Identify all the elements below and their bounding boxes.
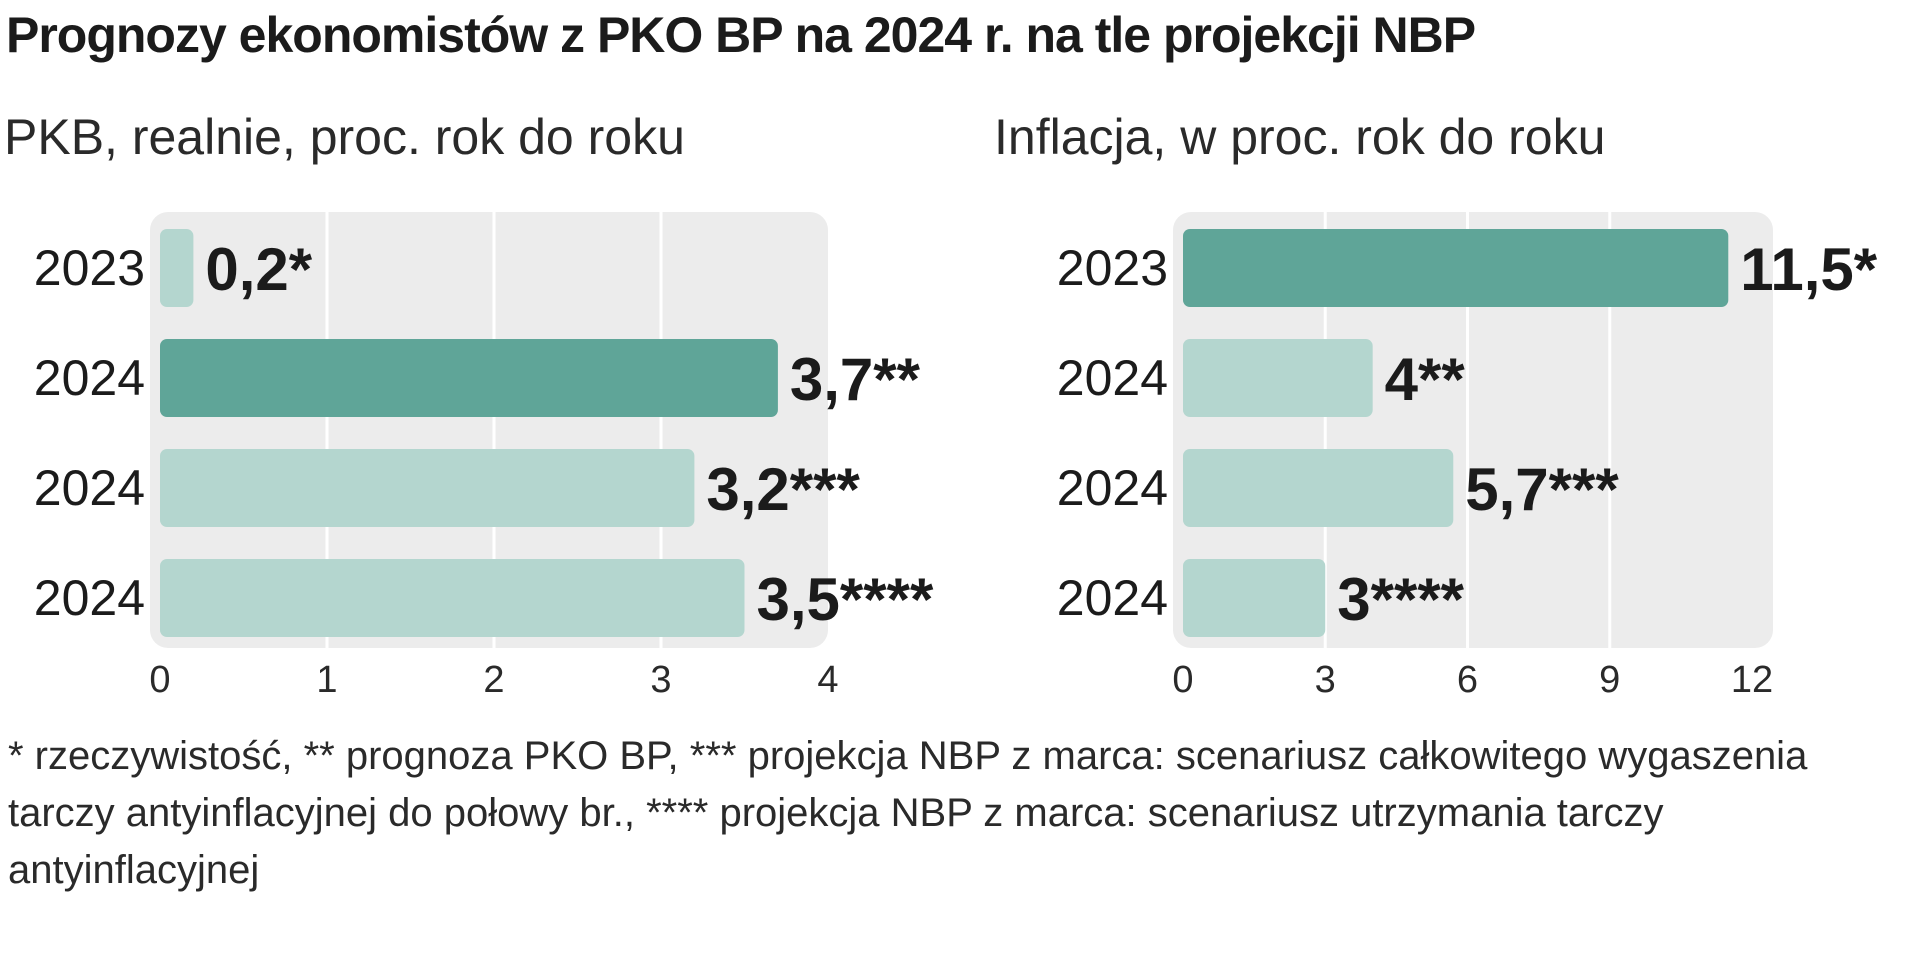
- inflation-category-label: 2024: [1057, 460, 1168, 516]
- inflation-data-label: 11,5*: [1740, 236, 1877, 303]
- inflation-tick-label: 3: [1315, 659, 1336, 701]
- gdp-category-label: 2024: [34, 570, 145, 626]
- inflation-data-label: 5,7***: [1465, 456, 1619, 523]
- page-title: Prognozy ekonomistów z PKO BP na 2024 r.…: [6, 7, 1476, 63]
- inflation-tick-label: 12: [1731, 659, 1773, 701]
- inflation-chart-title: Inflacja, w proc. rok do roku: [994, 109, 1606, 165]
- inflation-data-label: 3****: [1337, 566, 1464, 633]
- gdp-category-label: 2023: [34, 240, 145, 296]
- inflation-category-label: 2024: [1057, 350, 1168, 406]
- gdp-chart-title: PKB, realnie, proc. rok do roku: [4, 109, 685, 165]
- inflation-plot-area: [1173, 212, 1773, 648]
- gdp-tick-label: 0: [149, 659, 170, 701]
- gdp-category-label: 2024: [34, 460, 145, 516]
- gdp-bar: [160, 449, 695, 527]
- inflation-category-label: 2024: [1057, 570, 1168, 626]
- gdp-category-label: 2024: [34, 350, 145, 406]
- inflation-tick-label: 6: [1457, 659, 1478, 701]
- gdp-tick-label: 4: [817, 659, 838, 701]
- gdp-data-label: 0,2*: [205, 236, 312, 303]
- inflation-bar: [1183, 559, 1326, 637]
- inflation-category-label: 2023: [1057, 240, 1168, 296]
- gdp-tick-label: 1: [316, 659, 337, 701]
- inflation-data-label: 4**: [1385, 346, 1466, 413]
- footnote: * rzeczywistość, ** prognoza PKO BP, ***…: [8, 734, 1808, 892]
- inflation-bar: [1183, 449, 1454, 527]
- inflation-tick-label: 9: [1599, 659, 1620, 701]
- gdp-bar: [160, 559, 745, 637]
- gdp-tick-label: 2: [483, 659, 504, 701]
- inflation-tick-label: 0: [1172, 659, 1193, 701]
- gdp-data-label: 3,5****: [757, 566, 934, 633]
- gdp-data-label: 3,2***: [706, 456, 860, 523]
- gdp-tick-label: 3: [650, 659, 671, 701]
- gdp-bar: [160, 339, 778, 417]
- gdp-plot-area: [150, 212, 828, 648]
- inflation-bar: [1183, 229, 1729, 307]
- inflation-bar: [1183, 339, 1373, 417]
- gdp-bar: [160, 229, 194, 307]
- gdp-data-label: 3,7**: [790, 346, 921, 413]
